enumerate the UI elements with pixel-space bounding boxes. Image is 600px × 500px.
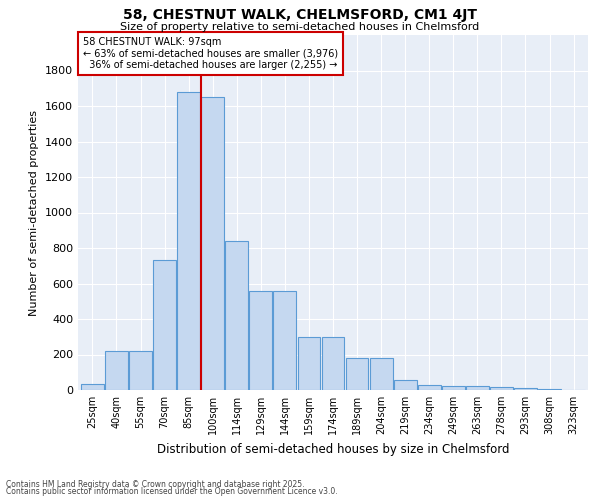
Bar [201, 97, 224, 390]
Bar [538, 388, 561, 390]
Bar [514, 388, 537, 390]
Bar [322, 337, 344, 390]
Bar [274, 290, 296, 390]
Bar [298, 337, 320, 390]
Bar [105, 351, 128, 390]
Bar [394, 380, 416, 390]
Text: 58 CHESTNUT WALK: 97sqm
← 63% of semi-detached houses are smaller (3,976)
  36% : 58 CHESTNUT WALK: 97sqm ← 63% of semi-de… [83, 37, 338, 70]
Text: Size of property relative to semi-detached houses in Chelmsford: Size of property relative to semi-detach… [121, 22, 479, 32]
X-axis label: Distribution of semi-detached houses by size in Chelmsford: Distribution of semi-detached houses by … [157, 442, 509, 456]
Bar [346, 358, 368, 390]
Bar [418, 384, 440, 390]
Bar [442, 386, 465, 390]
Bar [226, 241, 248, 390]
Bar [490, 388, 513, 390]
Bar [129, 351, 152, 390]
Y-axis label: Number of semi-detached properties: Number of semi-detached properties [29, 110, 40, 316]
Bar [370, 358, 392, 390]
Bar [81, 384, 104, 390]
Bar [466, 386, 489, 390]
Text: Contains public sector information licensed under the Open Government Licence v3: Contains public sector information licen… [6, 487, 338, 496]
Bar [250, 290, 272, 390]
Text: Contains HM Land Registry data © Crown copyright and database right 2025.: Contains HM Land Registry data © Crown c… [6, 480, 305, 489]
Bar [153, 260, 176, 390]
Text: 58, CHESTNUT WALK, CHELMSFORD, CM1 4JT: 58, CHESTNUT WALK, CHELMSFORD, CM1 4JT [123, 8, 477, 22]
Bar [177, 92, 200, 390]
